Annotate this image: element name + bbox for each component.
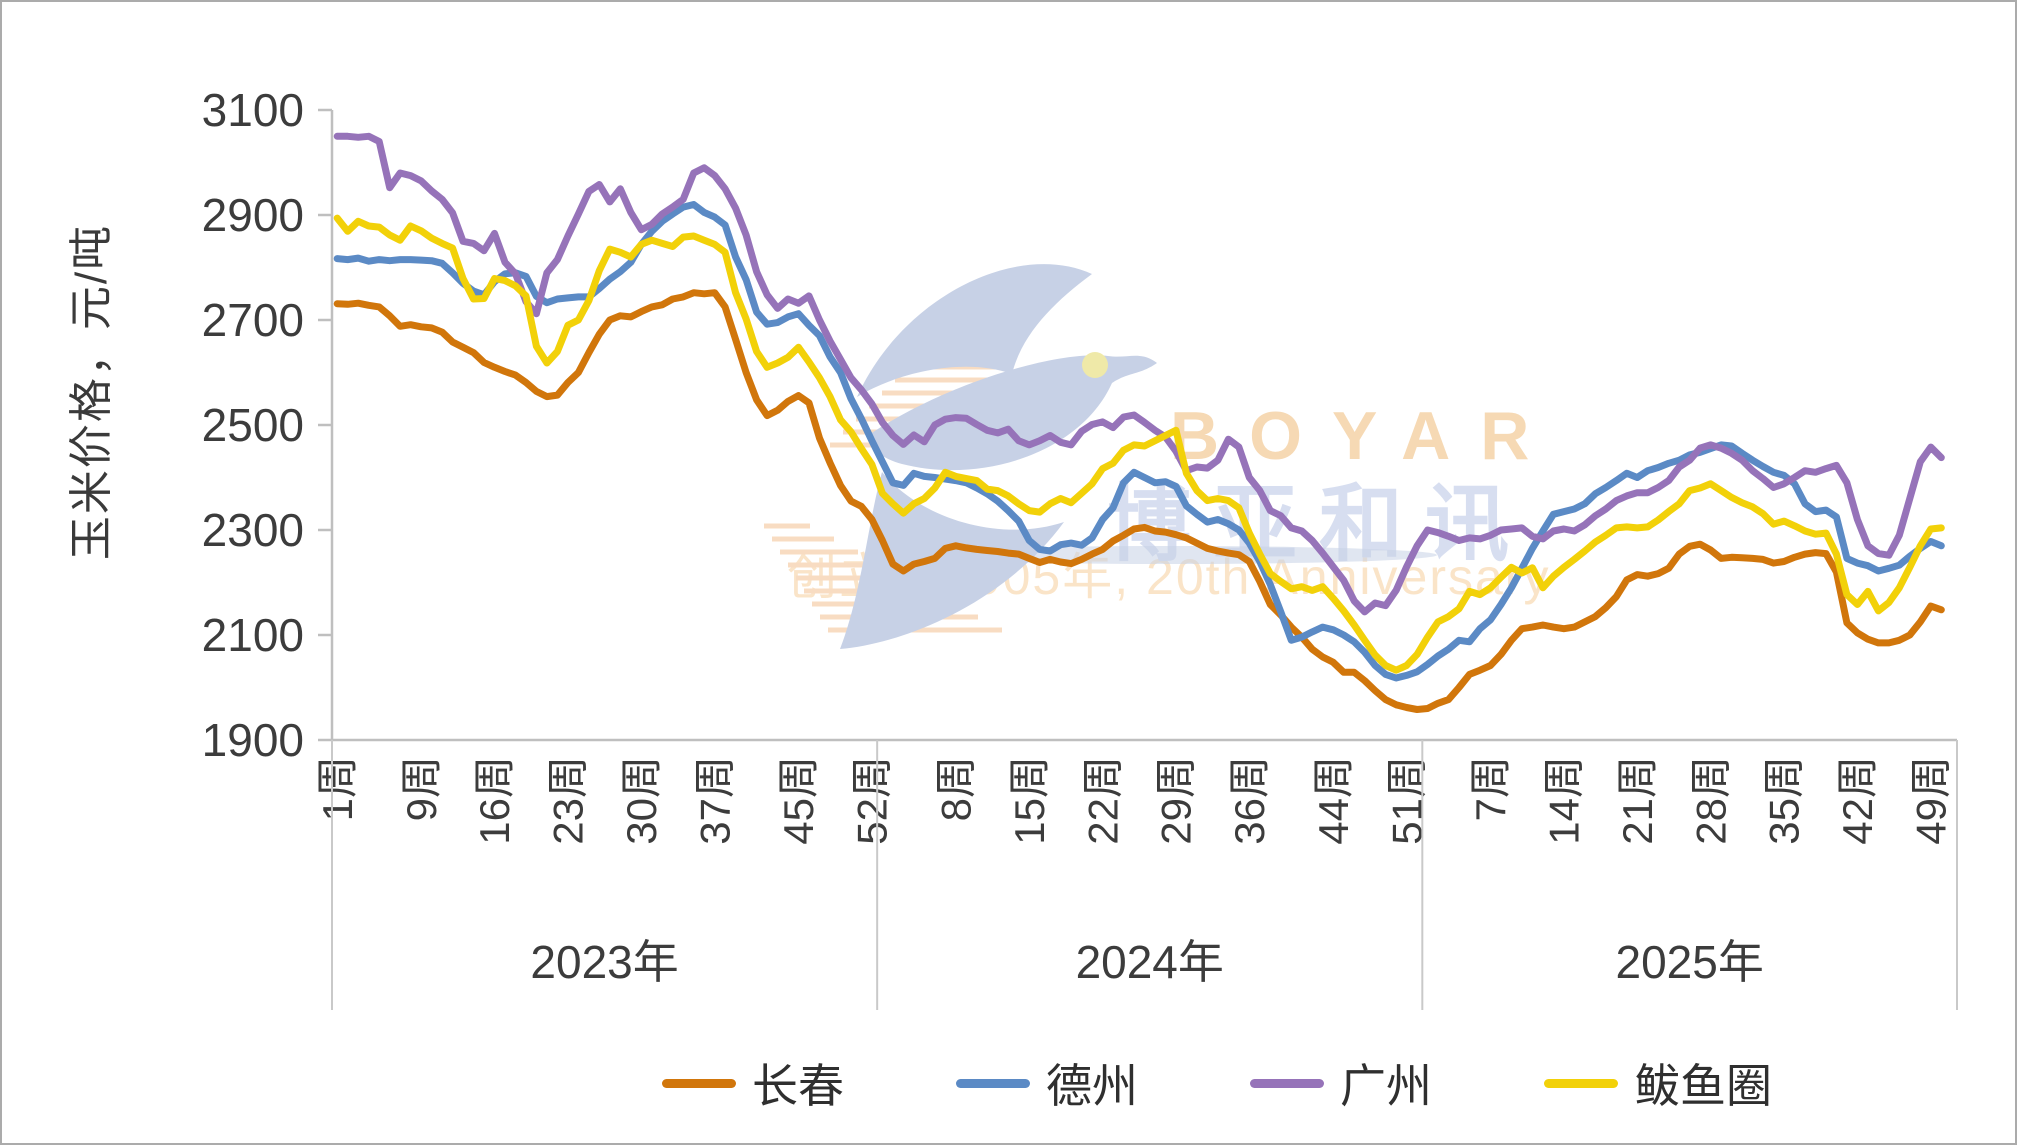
legend-label-guangzhou: 广州 bbox=[1340, 1060, 1432, 1112]
series-line-长春 bbox=[333, 289, 1945, 713]
x-tick-label: 9周 bbox=[398, 756, 445, 821]
y-tick-label: 1900 bbox=[202, 714, 304, 766]
y-tick-label: 2900 bbox=[202, 189, 304, 241]
x-tick-label: 14周 bbox=[1541, 756, 1588, 845]
y-tick-label: 2300 bbox=[202, 504, 304, 556]
x-tick-label: 8周 bbox=[932, 756, 979, 821]
watermark-bird-wing bbox=[857, 264, 1092, 397]
x-tick-label: 49周 bbox=[1907, 756, 1954, 845]
legend-swatch-dezhou bbox=[956, 1078, 1030, 1088]
x-tick-label: 52周 bbox=[849, 756, 896, 845]
year-label: 2024年 bbox=[1076, 936, 1224, 988]
watermark-bird-eye bbox=[1082, 352, 1108, 378]
y-tick-label: 2700 bbox=[202, 294, 304, 346]
x-tick-label: 35周 bbox=[1761, 756, 1808, 845]
x-tick-label: 22周 bbox=[1079, 756, 1126, 845]
x-tick-label: 29周 bbox=[1153, 756, 1200, 845]
x-tick-label: 28周 bbox=[1687, 756, 1734, 845]
x-tick-label: 30周 bbox=[618, 756, 665, 845]
x-tick-label: 44周 bbox=[1310, 756, 1357, 845]
x-tick-label: 37周 bbox=[691, 756, 738, 845]
x-tick-label: 1周 bbox=[314, 756, 361, 821]
year-label: 2023年 bbox=[530, 936, 678, 988]
x-tick-label: 42周 bbox=[1834, 756, 1881, 845]
y-tick-label: 2100 bbox=[202, 609, 304, 661]
legend-label-changchun: 长春 bbox=[752, 1060, 844, 1112]
legend-item-dezhou: 德州 bbox=[956, 1050, 1138, 1116]
year-label: 2025年 bbox=[1615, 936, 1763, 988]
legend-label-dezhou: 德州 bbox=[1046, 1060, 1138, 1112]
x-tick-label: 23周 bbox=[545, 756, 592, 845]
series-line-德州 bbox=[333, 201, 1945, 682]
legend-swatch-guangzhou bbox=[1250, 1078, 1324, 1088]
x-tick-label: 15周 bbox=[1006, 756, 1053, 845]
x-tick-label: 16周 bbox=[471, 756, 518, 845]
x-tick-label: 45周 bbox=[775, 756, 822, 845]
legend-item-changchun: 长春 bbox=[662, 1050, 844, 1116]
legend-swatch-bayuquan bbox=[1544, 1078, 1618, 1088]
x-tick-label: 7周 bbox=[1467, 756, 1514, 821]
legend-item-guangzhou: 广州 bbox=[1250, 1050, 1432, 1116]
watermark-bird-body bbox=[870, 355, 1157, 471]
legend-label-bayuquan: 鲅鱼圈 bbox=[1634, 1060, 1772, 1112]
legend-item-bayuquan: 鲅鱼圈 bbox=[1544, 1050, 1772, 1116]
watermark-bird-tail bbox=[840, 472, 1064, 649]
series-line-广州 bbox=[333, 132, 1945, 616]
x-tick-label: 21周 bbox=[1614, 756, 1661, 845]
x-tick-label: 36周 bbox=[1226, 756, 1273, 845]
y-tick-label: 3100 bbox=[202, 84, 304, 136]
y-tick-label: 2500 bbox=[202, 399, 304, 451]
legend-swatch-changchun bbox=[662, 1078, 736, 1088]
legend: 长春 德州 广州 鲅鱼圈 bbox=[662, 1050, 1772, 1116]
series-line-鲅鱼圈 bbox=[333, 214, 1945, 674]
